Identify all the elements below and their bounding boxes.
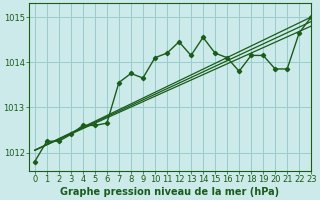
X-axis label: Graphe pression niveau de la mer (hPa): Graphe pression niveau de la mer (hPa) [60, 187, 280, 197]
